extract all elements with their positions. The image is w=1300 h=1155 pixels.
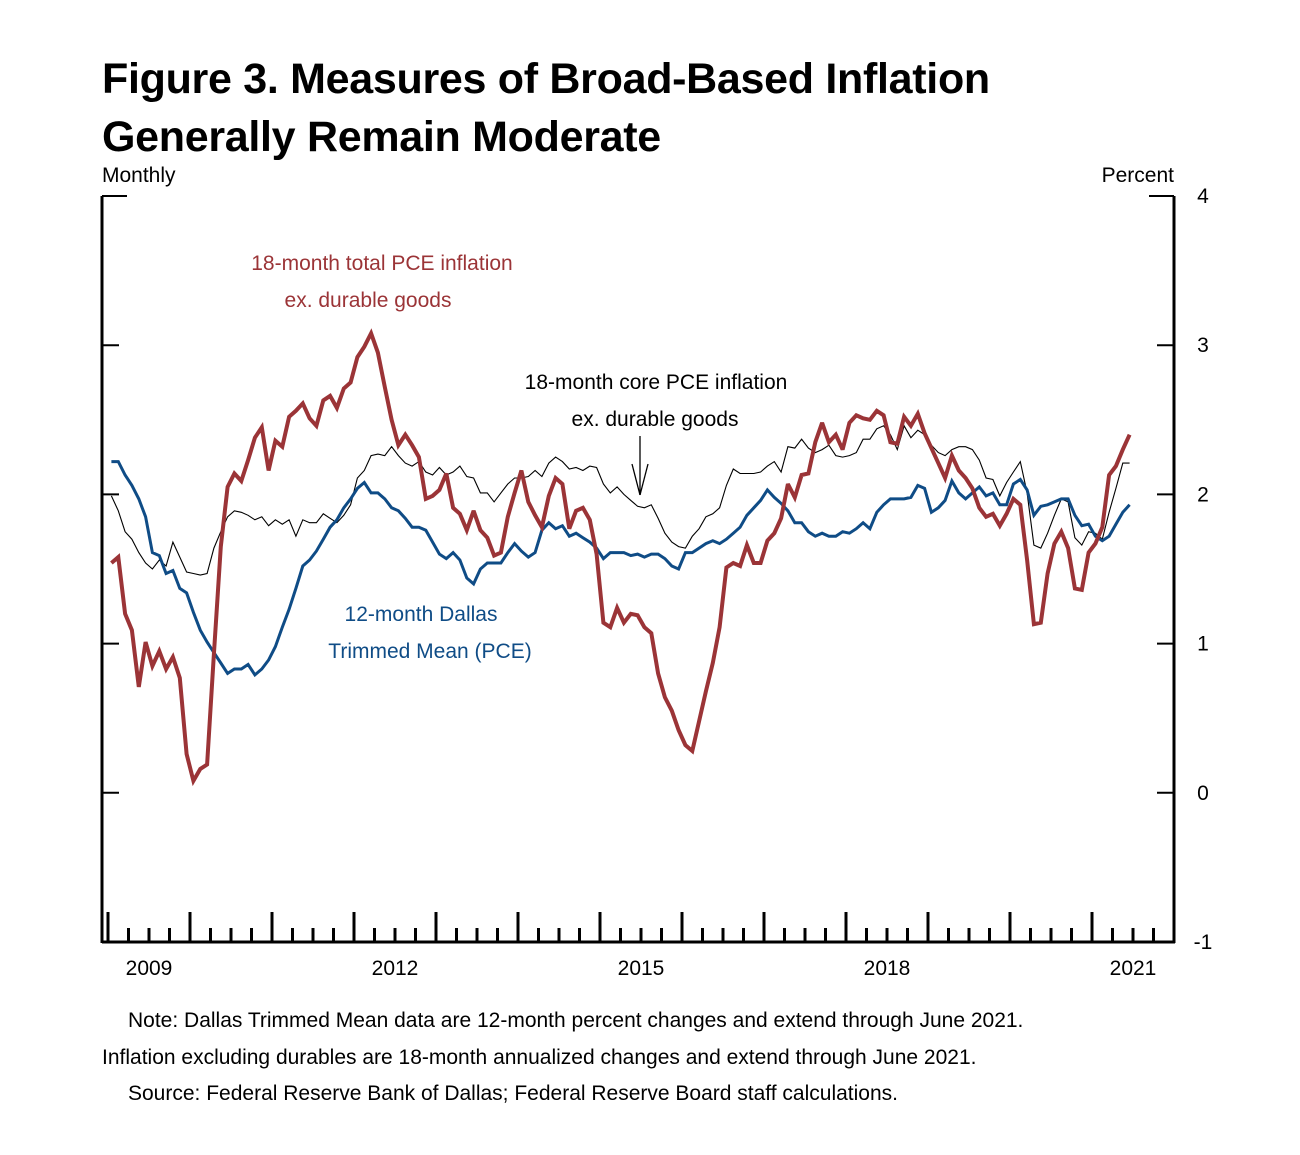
annotation-core-pce-line1: 18-month core PCE inflation	[525, 371, 788, 394]
y-tick-label: 3	[1197, 334, 1209, 357]
annotation-arrow	[631, 436, 649, 496]
y-tick-label: 0	[1197, 782, 1209, 805]
x-tick-label: 2018	[864, 957, 911, 980]
x-tick-label: 2012	[372, 957, 419, 980]
note-line-2: Inflation excluding durables are 18-mont…	[102, 1045, 977, 1069]
x-tick-label: 2021	[1110, 957, 1157, 980]
series-line-total-pce	[110, 328, 1132, 787]
annotation-core-pce-line2: ex. durable goods	[572, 408, 739, 431]
y-axis-unit-label: Percent	[1101, 164, 1174, 187]
x-tick-label: 2015	[618, 957, 665, 980]
chart-title-line1: Figure 3. Measures of Broad-Based Inflat…	[102, 55, 990, 103]
series-line-core-pce	[110, 424, 1130, 576]
series-line-dallas-trimmed-mean	[111, 460, 1131, 678]
y-tick-label: -1	[1194, 931, 1213, 954]
chart-notes: Note: Dallas Trimmed Mean data are 12-mo…	[0, 1003, 1300, 1113]
y-tick-label: 1	[1197, 633, 1209, 656]
series-layer	[110, 328, 1132, 787]
axes: -1 0 1 2 3 4 2009 2012 2015 2018 2021	[100, 185, 1213, 980]
annotation-total-pce-line1: 18-month total PCE inflation	[251, 252, 512, 275]
chart-title: Figure 3. Measures of Broad-Based Inflat…	[102, 50, 990, 166]
annotation-total-pce-line2: ex. durable goods	[285, 289, 452, 312]
annotation-trimmed-mean-line1: 12-month Dallas	[345, 603, 498, 626]
y-tick-label: 2	[1197, 483, 1209, 506]
chart-title-line2: Generally Remain Moderate	[102, 113, 661, 161]
note-line-1: Note: Dallas Trimmed Mean data are 12-mo…	[128, 1009, 1024, 1032]
x-tick-label: 2009	[126, 957, 173, 980]
y-tick-label: 4	[1197, 185, 1209, 208]
source-line: Source: Federal Reserve Bank of Dallas; …	[128, 1082, 898, 1105]
annotations: 18-month total PCE inflation ex. durable…	[251, 252, 787, 663]
frequency-label: Monthly	[102, 164, 176, 187]
annotation-trimmed-mean-line2: Trimmed Mean (PCE)	[328, 640, 531, 663]
